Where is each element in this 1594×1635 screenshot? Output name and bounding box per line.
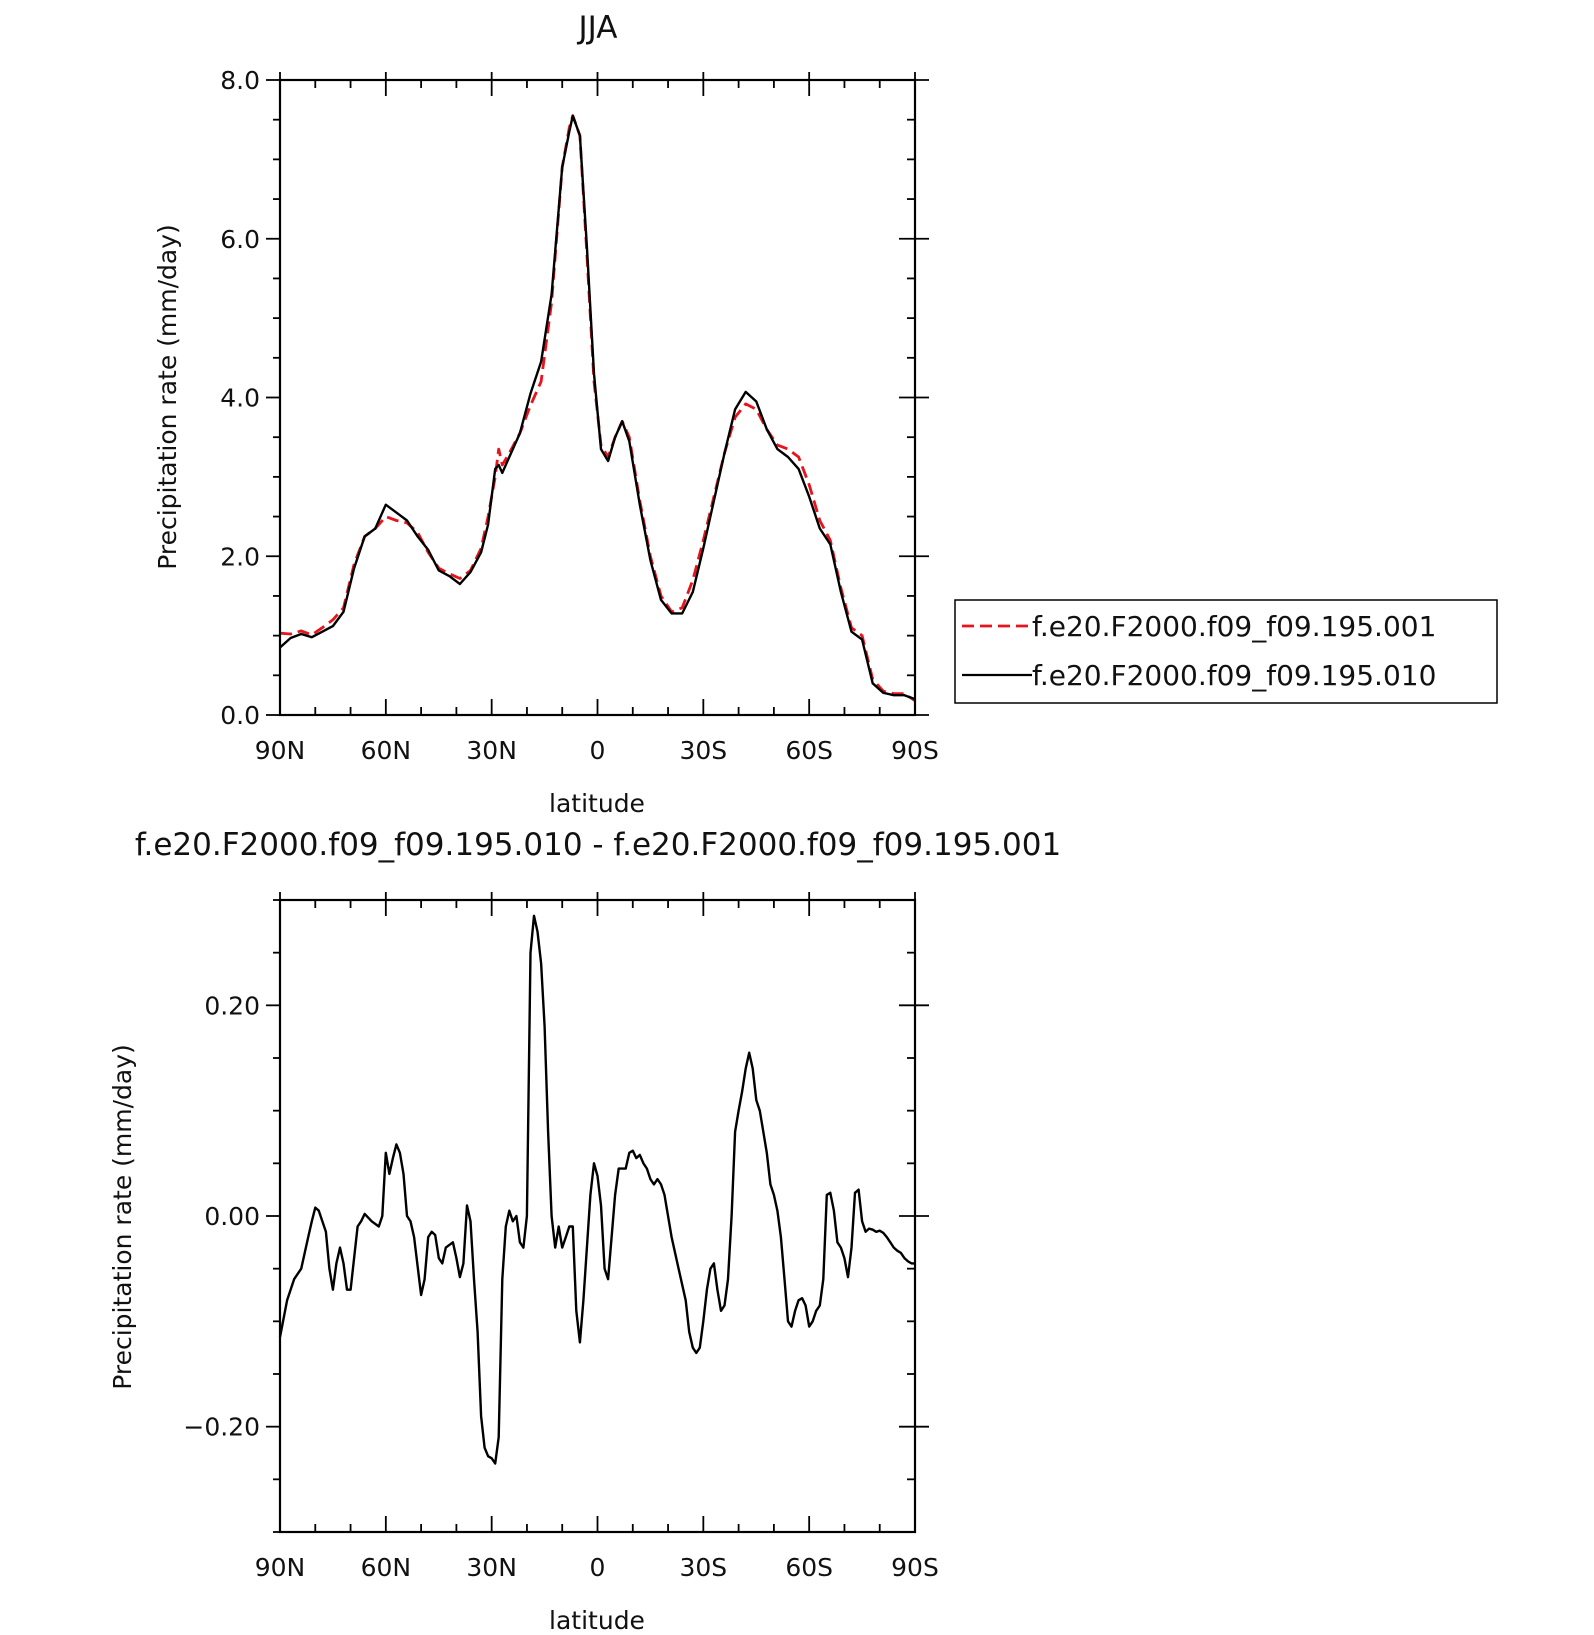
top-legend: f.e20.F2000.f09_f09.195.001 f.e20.F2000.… — [954, 599, 1498, 704]
bottom-x-tick-label: 60N — [361, 1553, 412, 1582]
legend-label-series-010: f.e20.F2000.f09_f09.195.010 — [1032, 659, 1436, 692]
top-y-axis-label: Precipitation rate (mm/day) — [153, 224, 182, 570]
top-x-tick-label: 90N — [255, 736, 306, 765]
top-chart-title: JJA — [577, 10, 618, 46]
top-plot-frame — [278, 78, 917, 717]
top-x-tick-label: 90S — [891, 736, 939, 765]
top-y-tick-label: 2.0 — [220, 542, 260, 571]
bottom-x-tick-label: 30S — [679, 1553, 727, 1582]
bottom-x-tick-label: 30N — [466, 1553, 517, 1582]
top-x-tick-label: 60S — [785, 736, 833, 765]
bottom-x-tick-label: 0 — [590, 1553, 606, 1582]
legend-label-series-001: f.e20.F2000.f09_f09.195.001 — [1032, 610, 1436, 643]
bottom-y-tick-label: 0.20 — [204, 991, 260, 1020]
bottom-chart-title: f.e20.F2000.f09_f09.195.010 - f.e20.F200… — [135, 827, 1061, 863]
top-series-line-1 — [279, 114, 916, 701]
bottom-x-tick-label: 60S — [785, 1553, 833, 1582]
top-y-tick-label: 8.0 — [220, 66, 260, 95]
top-x-tick-label: 30S — [679, 736, 727, 765]
chart-top: JJA 90N 60N 30N 0 30S 60S 90S 0.02.04.06.08.0 … — [153, 10, 1498, 818]
legend-box — [954, 599, 1498, 704]
bottom-x-tick-label: 90N — [255, 1553, 306, 1582]
top-x-tick-label: 60N — [361, 736, 412, 765]
top-series-line-0 — [279, 114, 916, 702]
bottom-plot-frame — [278, 898, 917, 1534]
bottom-y-tick-label: −0.20 — [183, 1413, 260, 1442]
bottom-y-tick-label: 0.00 — [204, 1202, 260, 1231]
bottom-x-tick-label: 90S — [891, 1553, 939, 1582]
top-x-tick-label: 0 — [590, 736, 606, 765]
bottom-y-axis-label: Precipitation rate (mm/day) — [108, 1044, 137, 1390]
top-y-tick-label: 6.0 — [220, 225, 260, 254]
bottom-x-axis-label: latitude — [549, 1606, 645, 1635]
top-x-tick-label: 30N — [466, 736, 517, 765]
top-x-axis-label: latitude — [549, 789, 645, 818]
top-y-tick-label: 0.0 — [220, 701, 260, 730]
bottom-series-line-0 — [278, 914, 915, 1465]
chart-bottom: f.e20.F2000.f09_f09.195.010 - f.e20.F200… — [108, 827, 1061, 1635]
top-y-tick-label: 4.0 — [220, 384, 260, 413]
